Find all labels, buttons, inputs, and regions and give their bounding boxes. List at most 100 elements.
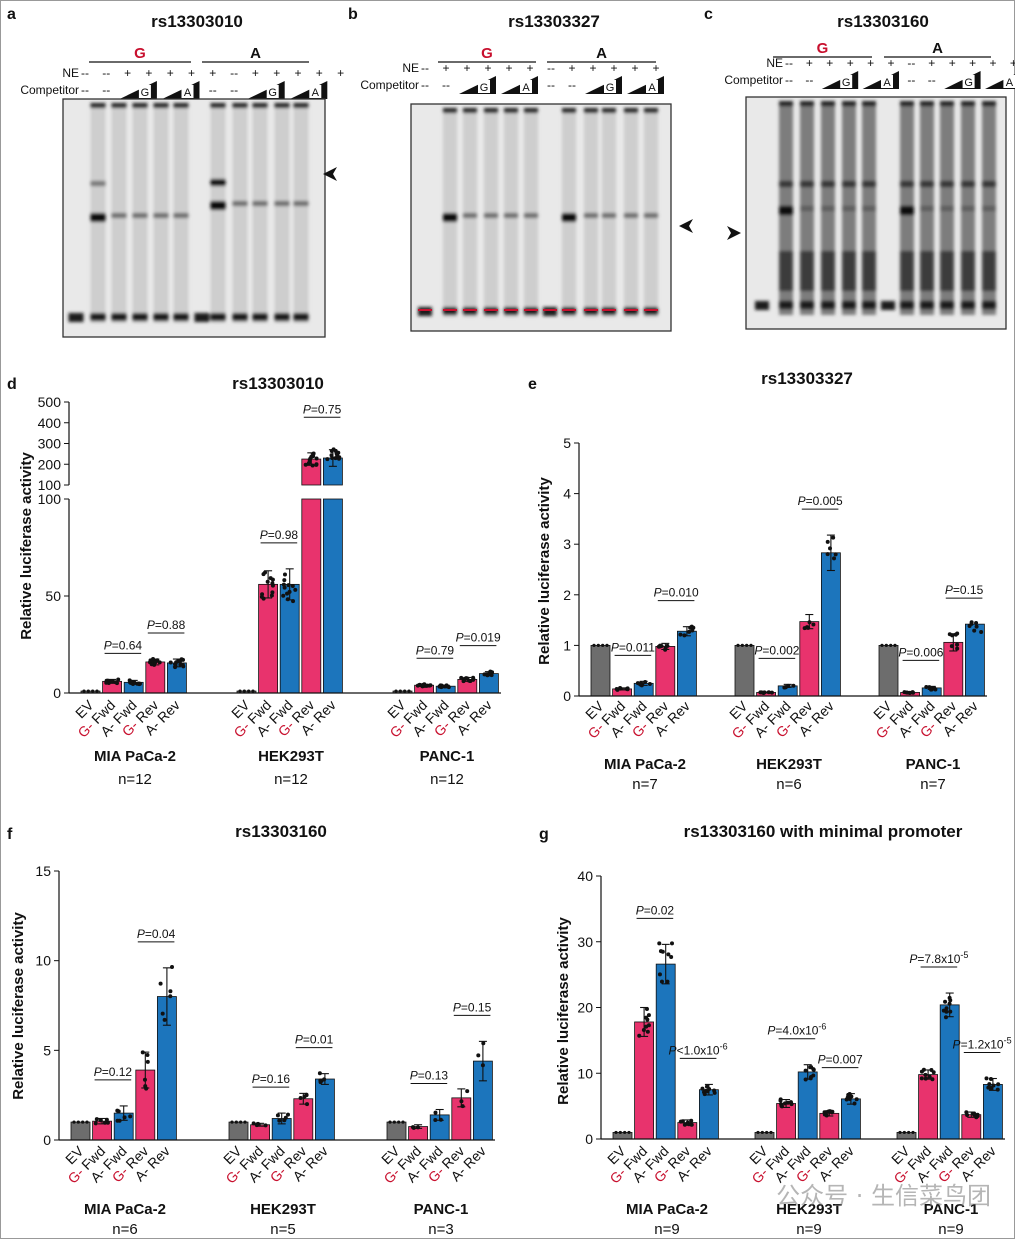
data-point (86, 689, 90, 693)
shift-band (173, 213, 189, 218)
y-tick-label: 5 (43, 1042, 51, 1058)
bar (250, 1124, 271, 1141)
data-point (306, 461, 311, 466)
data-point (780, 1104, 785, 1109)
ne-label: NE (402, 61, 419, 75)
p-value-label: P=0.13 (410, 1069, 449, 1083)
shift-band (961, 181, 975, 187)
p-value-label: P=0.011 (611, 640, 655, 654)
competitor-mark: -- (81, 83, 89, 97)
competitor-label-bg (309, 85, 322, 98)
well-band (821, 101, 835, 106)
p-value: =0.006 (906, 645, 943, 659)
competitor-label: Competitor (360, 78, 419, 92)
ne-mark: + (294, 66, 301, 80)
ne-mark: + (188, 66, 195, 80)
red-marker (584, 309, 598, 311)
p-symbol: P (767, 1024, 775, 1038)
ne-mark: + (928, 56, 935, 70)
data-point (392, 1120, 396, 1124)
competitor-label: Competitor (20, 83, 79, 97)
y-tick-label: 1 (563, 637, 571, 653)
free-probe-band (111, 313, 127, 321)
p-value: =0.98 (268, 528, 299, 542)
free-probe-band (252, 313, 268, 321)
bar (734, 645, 755, 697)
data-point (81, 1120, 85, 1124)
bar (918, 1074, 938, 1140)
data-point (666, 952, 671, 957)
data-point (627, 1130, 631, 1135)
shift-band (821, 206, 835, 211)
data-point (596, 643, 600, 648)
competitor-gradient-triangle (290, 81, 328, 99)
chart-panel-f: f rs13303160 Relative luciferase activity 0… (7, 822, 495, 1238)
shift-band (900, 181, 914, 187)
data-point (932, 686, 937, 691)
smear-lower (982, 251, 996, 291)
p-symbol: P (909, 952, 917, 966)
p-value: =0.005 (806, 494, 843, 508)
p-value-label: P=7.8x10-5 (909, 950, 968, 966)
well-band (443, 108, 457, 113)
arrowhead-marker (323, 167, 337, 181)
smear-lower (862, 251, 876, 291)
competitor-allele: A (312, 87, 320, 99)
shift-band (153, 213, 169, 218)
data-point (309, 454, 314, 459)
y-tick-label: 10 (35, 953, 51, 969)
data-point (471, 677, 476, 682)
shift-band (940, 206, 954, 211)
data-point (988, 1077, 993, 1082)
data-point (756, 1130, 760, 1135)
data-point (759, 690, 764, 695)
data-point (269, 593, 274, 598)
data-point (646, 1023, 651, 1028)
ne-mark: -- (547, 61, 555, 75)
shift-band (961, 206, 975, 211)
data-point (760, 1130, 764, 1135)
shift-band (463, 213, 477, 218)
red-marker (443, 309, 457, 311)
data-point (93, 1121, 98, 1126)
lane-smear (232, 105, 248, 323)
data-point (480, 1063, 485, 1068)
y-axis-label: Relative luciferase activity (10, 912, 27, 1100)
competitor-allele: A (648, 82, 656, 94)
p-value-label: P=0.79 (416, 643, 455, 657)
shift-band (842, 181, 856, 187)
y-tick-label: 5 (563, 435, 571, 451)
data-point (806, 625, 811, 630)
p-symbol: P (754, 643, 762, 657)
data-point (766, 690, 771, 695)
p-symbol: P (453, 1000, 461, 1014)
data-point (437, 684, 442, 689)
shift-band (800, 181, 814, 187)
red-marker (543, 309, 557, 311)
p-value: =0.15 (461, 1000, 492, 1014)
well-band (232, 103, 248, 108)
ne-mark: + (273, 66, 280, 80)
data-point (302, 1094, 307, 1099)
competitor-gradient-triangle (501, 76, 538, 94)
bar (799, 621, 820, 697)
data-point (464, 676, 469, 681)
data-point (687, 629, 692, 634)
p-value-label: P=0.007 (818, 1053, 863, 1067)
competitor-mark: -- (568, 78, 576, 92)
data-point (950, 633, 955, 638)
shift-band (132, 213, 148, 218)
ne-mark: + (652, 61, 659, 75)
p-value-label: P=4.0x10-6 (767, 1022, 826, 1038)
data-point (704, 1084, 709, 1089)
ne-mark: + (124, 66, 131, 80)
ne-mark: + (526, 61, 533, 75)
free-probe-band (755, 301, 769, 310)
data-point (880, 643, 884, 648)
p-value-label: P=0.01 (295, 1033, 334, 1047)
p-value-label: P=0.006 (898, 645, 943, 659)
data-point (688, 625, 693, 630)
panel-letter: f (7, 826, 13, 843)
ne-mark: + (610, 61, 617, 75)
competitor-label-bg (840, 75, 853, 88)
